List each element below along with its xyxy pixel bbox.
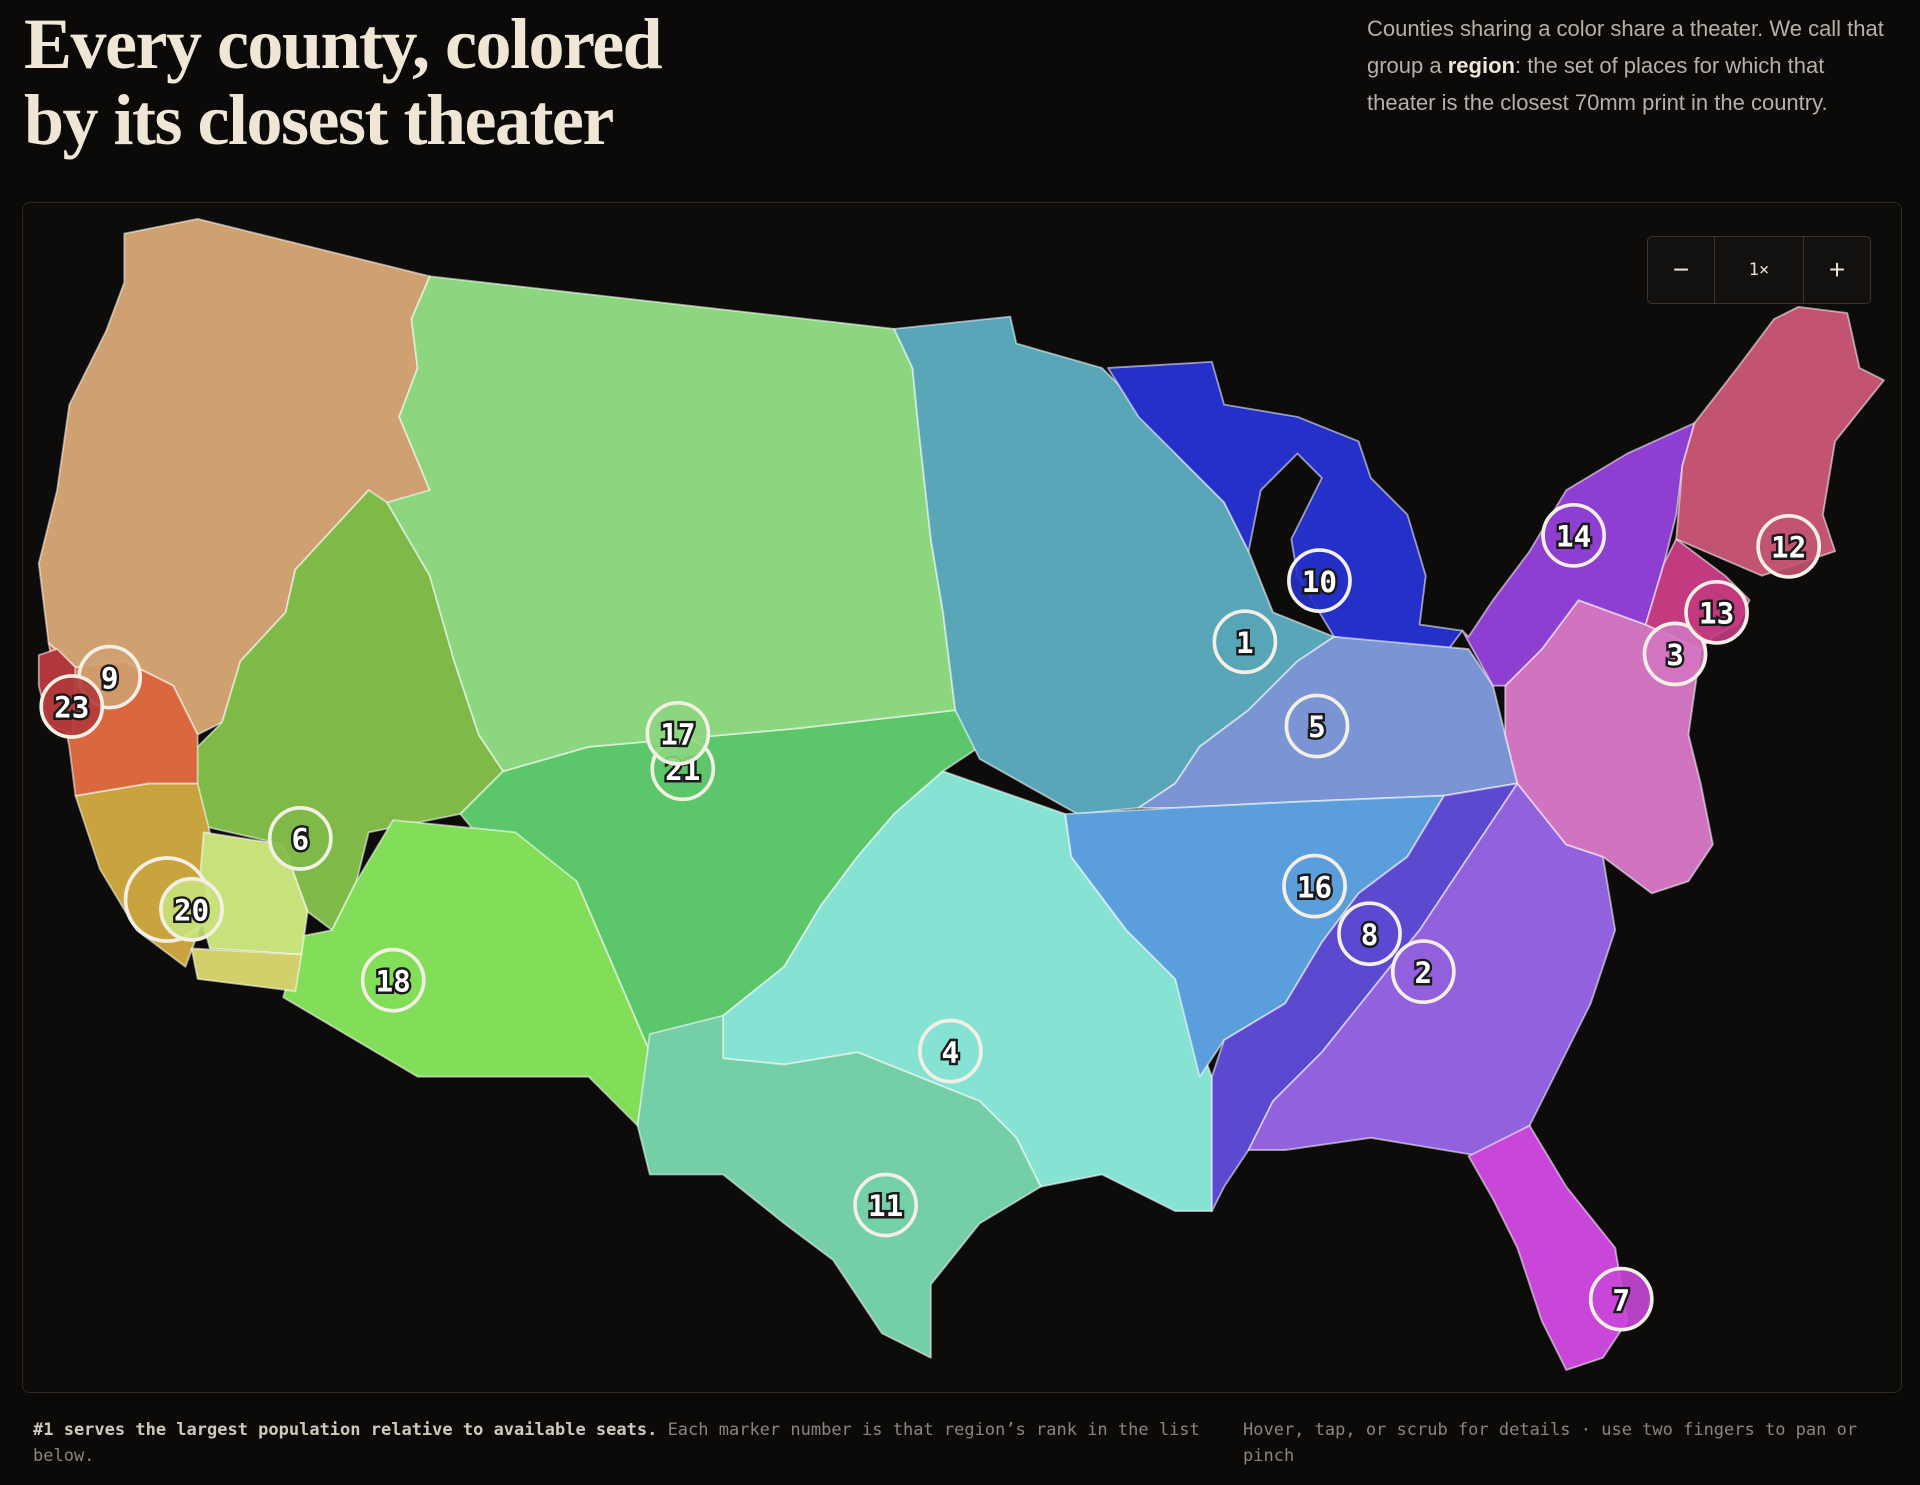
marker-label: 13	[1699, 597, 1734, 631]
zoom-level: 1×	[1714, 237, 1804, 303]
marker-label: 1	[1236, 626, 1254, 660]
region[interactable]	[636, 1014, 1042, 1359]
marker[interactable]: 12	[1756, 513, 1822, 579]
marker[interactable]: 6	[267, 806, 333, 871]
marker-circle	[39, 674, 105, 739]
marker[interactable]: 3	[1642, 621, 1708, 687]
marker-circle	[1541, 502, 1606, 568]
region[interactable]	[386, 275, 957, 773]
marker-label: 20	[174, 894, 209, 928]
region[interactable]	[190, 947, 303, 993]
marker[interactable]: 23	[39, 674, 105, 739]
marker[interactable]: 1	[1212, 609, 1278, 675]
marker-label: 16	[1297, 870, 1332, 904]
marker-label: 2	[1414, 956, 1432, 990]
marker-circle	[1390, 939, 1456, 1005]
marker[interactable]: 8	[1337, 901, 1402, 967]
marker[interactable]: 17	[645, 700, 711, 766]
zoom-out-button[interactable]: −	[1672, 254, 1690, 285]
marker-circle	[159, 876, 224, 942]
marker-label: 8	[1361, 918, 1379, 952]
marker-circle	[267, 806, 333, 871]
marker[interactable]: 5	[1284, 693, 1350, 759]
marker[interactable]: 10	[1287, 548, 1352, 613]
region[interactable]	[1467, 1124, 1629, 1371]
marker-label: 3	[1666, 638, 1684, 672]
marker-circle	[1588, 1266, 1654, 1332]
marker-label: 7	[1612, 1283, 1630, 1317]
marker-label: 10	[1302, 565, 1337, 599]
marker[interactable]: 20	[159, 876, 224, 942]
footer-note-text: Each marker number is that region’s rank…	[33, 1420, 1200, 1466]
zoom-control: − 1× +	[1647, 236, 1871, 304]
marker-label: 4	[942, 1035, 960, 1069]
marker-circle	[918, 1018, 983, 1084]
marker-circle	[360, 947, 426, 1013]
marker-circle	[645, 700, 711, 766]
marker[interactable]: 11	[853, 1172, 919, 1238]
description: Counties sharing a color share a theater…	[1367, 10, 1897, 121]
marker[interactable]: 7	[1588, 1266, 1654, 1332]
marker-label: 5	[1308, 710, 1326, 744]
marker-label: 9	[101, 661, 119, 695]
marker[interactable]: 16	[1282, 853, 1347, 919]
description-text: : the set of places for which that theat…	[1367, 53, 1828, 115]
marker-label: 18	[376, 964, 411, 998]
marker-label: 12	[1771, 531, 1806, 565]
footer-note-bold: #1 serves the largest population relativ…	[33, 1420, 658, 1440]
regions	[37, 217, 1885, 1371]
marker-circle	[1212, 609, 1278, 675]
marker[interactable]: 4	[918, 1018, 983, 1084]
marker[interactable]: 18	[360, 947, 426, 1013]
marker-label: 6	[291, 823, 309, 857]
description-bold: region	[1447, 53, 1515, 78]
marker-circle	[1642, 621, 1708, 687]
title: Every county, colored by its closest the…	[24, 4, 663, 160]
region[interactable]	[1675, 305, 1885, 577]
description-text: Counties sharing a color share a theater…	[1367, 16, 1884, 78]
marker-label: 14	[1556, 520, 1591, 554]
marker-label: 17	[660, 718, 695, 752]
marker[interactable]: 13	[1684, 579, 1749, 645]
marker[interactable]: 14	[1541, 502, 1606, 568]
marker-circle	[1287, 548, 1352, 613]
zoom-in-button[interactable]: +	[1828, 254, 1846, 285]
footer-note: #1 serves the largest population relativ…	[33, 1417, 1213, 1469]
title-line: by its closest theater	[24, 80, 614, 160]
marker-circle	[853, 1172, 919, 1238]
marker-label: 11	[868, 1189, 903, 1223]
title-line: Every county, colored	[24, 4, 663, 84]
marker-circle	[1684, 579, 1749, 645]
marker-circle	[1284, 693, 1350, 759]
marker-label: 23	[54, 691, 89, 725]
marker-circle	[1337, 901, 1402, 967]
footer-hint: Hover, tap, or scrub for details · use t…	[1243, 1420, 1858, 1466]
marker-circle	[1756, 513, 1822, 579]
map-frame: 9 6 21 17 18 20 23 4 11 1 10 5 16 8 2 7 3 14 13 12 − 1× +	[22, 202, 1902, 1393]
marker[interactable]: 2	[1390, 939, 1456, 1005]
marker-circle	[1282, 853, 1347, 919]
